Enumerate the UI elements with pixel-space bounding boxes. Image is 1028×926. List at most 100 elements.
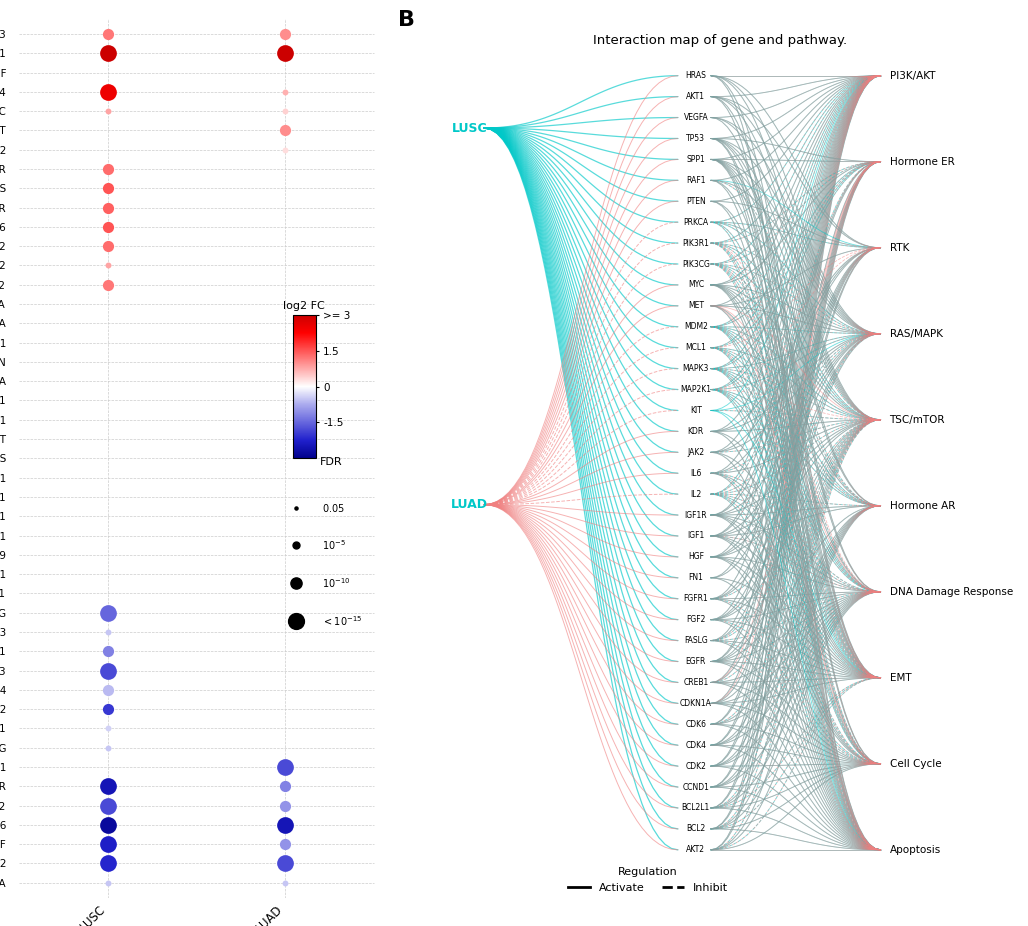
Text: HRAS: HRAS	[686, 71, 706, 81]
Point	[278, 27, 294, 42]
Text: MCL1: MCL1	[686, 344, 706, 352]
Point	[100, 721, 116, 736]
Point	[288, 613, 304, 628]
Text: CCND1: CCND1	[683, 782, 709, 792]
Text: AKT1: AKT1	[687, 92, 705, 101]
Point	[100, 277, 116, 292]
Text: BCL2: BCL2	[687, 824, 705, 833]
Text: IGF1R: IGF1R	[685, 510, 707, 519]
Point	[100, 104, 116, 119]
Text: TP53: TP53	[687, 134, 705, 143]
Point	[100, 779, 116, 794]
Point	[100, 200, 116, 215]
Text: Interaction map of gene and pathway.: Interaction map of gene and pathway.	[592, 34, 847, 47]
Point	[278, 779, 294, 794]
Text: MET: MET	[688, 301, 704, 310]
Text: RTK: RTK	[889, 243, 909, 253]
Point	[278, 818, 294, 832]
Point	[100, 740, 116, 755]
Point	[100, 702, 116, 717]
Point	[278, 798, 294, 813]
Point	[278, 143, 294, 157]
Text: IL6: IL6	[690, 469, 701, 478]
Text: $10^{-10}$: $10^{-10}$	[322, 576, 351, 590]
Text: LUAD: LUAD	[451, 498, 488, 511]
Text: RAF1: RAF1	[686, 176, 705, 185]
Text: AKT2: AKT2	[687, 845, 705, 855]
Point	[100, 45, 116, 60]
Text: MAP2K1: MAP2K1	[681, 385, 711, 394]
Point	[278, 104, 294, 119]
Point	[278, 84, 294, 99]
Point	[278, 856, 294, 870]
Text: CREB1: CREB1	[684, 678, 708, 687]
Point	[100, 663, 116, 678]
Point	[100, 837, 116, 852]
Text: Cell Cycle: Cell Cycle	[889, 758, 942, 769]
Text: KDR: KDR	[688, 427, 704, 436]
Text: MYC: MYC	[688, 281, 704, 290]
Point	[100, 219, 116, 234]
Point	[100, 875, 116, 890]
Point	[100, 682, 116, 697]
Title: log2 FC: log2 FC	[284, 301, 325, 311]
Text: MAPK3: MAPK3	[683, 364, 709, 373]
Text: CDK4: CDK4	[686, 741, 706, 750]
Point	[288, 576, 304, 591]
Text: $<10^{-15}$: $<10^{-15}$	[322, 614, 362, 628]
Point	[100, 161, 116, 176]
Point	[278, 123, 294, 138]
Text: KIT: KIT	[690, 406, 702, 415]
Text: SPP1: SPP1	[687, 155, 705, 164]
Point	[100, 181, 116, 195]
Point	[100, 27, 116, 42]
Legend: Activate, Inhibit: Activate, Inhibit	[563, 863, 733, 897]
Point	[278, 837, 294, 852]
Text: $0.05$: $0.05$	[322, 502, 345, 514]
Point	[100, 606, 116, 620]
Text: $10^{-5}$: $10^{-5}$	[322, 539, 346, 552]
Text: IGF1: IGF1	[687, 532, 704, 541]
Point	[100, 258, 116, 273]
Text: EMT: EMT	[889, 673, 911, 682]
Text: PRKCA: PRKCA	[684, 218, 708, 227]
Text: IL2: IL2	[690, 490, 701, 499]
Point	[100, 798, 116, 813]
Text: BCL2L1: BCL2L1	[682, 804, 710, 812]
Text: CDKN1A: CDKN1A	[680, 699, 711, 707]
Text: FASLG: FASLG	[684, 636, 707, 645]
Point	[100, 239, 116, 254]
Text: PIK3R1: PIK3R1	[683, 239, 709, 247]
Text: PIK3CG: PIK3CG	[682, 259, 709, 269]
Text: JAK2: JAK2	[688, 448, 704, 457]
Text: B: B	[398, 9, 414, 30]
Text: EGFR: EGFR	[686, 657, 706, 666]
Point	[278, 45, 294, 60]
Text: FGFR1: FGFR1	[684, 594, 708, 603]
Text: PTEN: PTEN	[686, 196, 705, 206]
Point	[100, 624, 116, 639]
Text: FGF2: FGF2	[686, 615, 705, 624]
Text: CDK6: CDK6	[686, 720, 706, 729]
Text: MDM2: MDM2	[684, 322, 707, 332]
Text: VEGFA: VEGFA	[684, 113, 708, 122]
Point	[288, 500, 304, 515]
Text: HGF: HGF	[688, 553, 704, 561]
Text: FN1: FN1	[689, 573, 703, 582]
Point	[100, 644, 116, 658]
Text: Hormone AR: Hormone AR	[889, 501, 955, 511]
Point	[278, 875, 294, 890]
Text: Hormone ER: Hormone ER	[889, 156, 954, 167]
Text: CDK2: CDK2	[686, 762, 706, 770]
Point	[100, 84, 116, 99]
Text: DNA Damage Response: DNA Damage Response	[889, 587, 1013, 596]
Point	[100, 818, 116, 832]
Text: PI3K/AKT: PI3K/AKT	[889, 70, 935, 81]
Text: RAS/MAPK: RAS/MAPK	[889, 329, 943, 339]
Text: Apoptosis: Apoptosis	[889, 845, 941, 855]
Text: LUSC: LUSC	[451, 121, 487, 134]
Point	[288, 538, 304, 553]
Text: FDR: FDR	[320, 457, 343, 467]
Point	[100, 856, 116, 870]
Text: TSC/mTOR: TSC/mTOR	[889, 415, 945, 425]
